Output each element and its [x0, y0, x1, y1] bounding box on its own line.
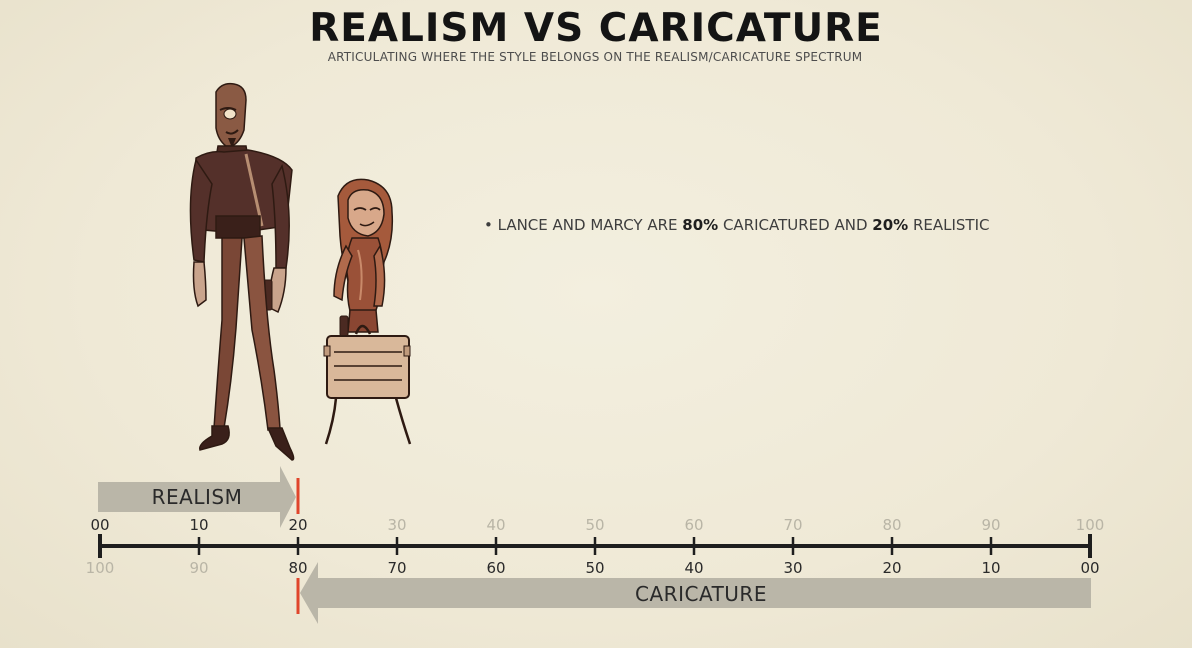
- realism-percent: 20%: [872, 216, 909, 234]
- tick-label-top: 20: [288, 516, 307, 534]
- bullet-mid: CARICATURED AND: [718, 216, 873, 234]
- tick-label-bottom: 70: [387, 559, 406, 577]
- slide-subtitle: ARTICULATING WHERE THE STYLE BELONGS ON …: [327, 50, 863, 64]
- tick-label-bottom: 100: [86, 559, 115, 577]
- summary-bullet: • LANCE AND MARCY ARE 80% CARICATURED AN…: [484, 216, 989, 234]
- slide-title: REALISM VS CARICATURE: [309, 6, 883, 51]
- tick-label-top: 60: [684, 516, 703, 534]
- tick-label-bottom: 10: [981, 559, 1000, 577]
- bullet-suffix: REALISTIC: [908, 216, 990, 234]
- tick-label-bottom: 20: [882, 559, 901, 577]
- caricature-percent: 80%: [682, 216, 719, 234]
- tick-label-bottom: 30: [783, 559, 802, 577]
- bullet-prefix: • LANCE AND MARCY ARE: [484, 216, 683, 234]
- tick-label-top: 50: [585, 516, 604, 534]
- tick-label-top: 10: [189, 516, 208, 534]
- tick-label-bottom: 40: [684, 559, 703, 577]
- lance-figure: [189, 82, 295, 461]
- tick-label-top: 100: [1076, 516, 1105, 534]
- caricature-arrow: [300, 562, 1091, 624]
- tick-label-top: 40: [486, 516, 505, 534]
- tick-label-top: 30: [387, 516, 406, 534]
- tick-label-top: 00: [90, 516, 109, 534]
- tick-label-bottom: 50: [585, 559, 604, 577]
- tick-label-bottom: 00: [1080, 559, 1099, 577]
- tick-label-bottom: 90: [189, 559, 208, 577]
- caricature-arrow-label: CARICATURE: [635, 582, 767, 606]
- realism-arrow-label: REALISM: [152, 485, 243, 509]
- tick-label-bottom: 60: [486, 559, 505, 577]
- tick-group: 00 100 10 90 20 80 30 70 40 60 50 50 60 40 70 30 80 20 90 1…: [86, 516, 1105, 577]
- realism-arrow: [98, 466, 296, 528]
- tick-label-bottom: 80: [288, 559, 307, 577]
- marcy-figure: [323, 178, 412, 445]
- tick-label-top: 80: [882, 516, 901, 534]
- tick-label-top: 70: [783, 516, 802, 534]
- tick-label-top: 90: [981, 516, 1000, 534]
